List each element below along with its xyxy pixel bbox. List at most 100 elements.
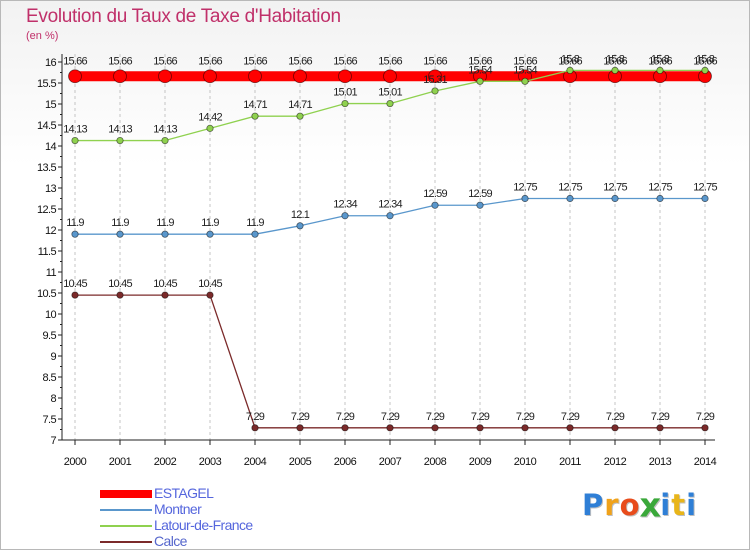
data-label-latour-de-france: 15.8 (696, 53, 715, 65)
legend-label: Latour-de-France (154, 517, 253, 533)
data-label-latour-de-france: 15.54 (513, 64, 537, 76)
data-label-montner: 11.9 (201, 217, 219, 229)
data-label-montner: 12.34 (378, 199, 402, 211)
data-label-estagel: 15.66 (468, 55, 492, 67)
data-point-estagel (428, 69, 442, 84)
y-tick-label: 11.5 (38, 246, 57, 258)
data-point-latour-de-france (566, 66, 574, 75)
data-label-latour-de-france: 14.42 (198, 111, 222, 123)
data-point-estagel (338, 69, 352, 84)
x-tick-label: 2011 (559, 456, 581, 468)
data-point-calce (251, 424, 259, 432)
data-point-latour-de-france (251, 112, 259, 120)
data-point-montner (116, 230, 124, 238)
data-label-estagel: 15.66 (513, 55, 537, 67)
data-label-estagel: 15.66 (423, 55, 447, 67)
x-tick-label: 2005 (289, 456, 312, 468)
y-tick-label: 12 (45, 225, 57, 237)
data-label-estagel: 15.66 (153, 55, 177, 67)
data-point-montner (296, 222, 304, 230)
data-point-calce (656, 424, 664, 432)
data-label-estagel: 15.66 (693, 55, 717, 67)
y-tick-label: 9.5 (43, 330, 57, 342)
data-point-calce (206, 291, 214, 299)
x-tick-label: 2006 (334, 456, 357, 468)
data-point-calce (296, 424, 304, 432)
data-point-latour-de-france (71, 136, 79, 145)
data-label-calce: 7.29 (336, 411, 355, 423)
data-label-estagel: 15.66 (558, 55, 582, 67)
data-label-latour-de-france: 15.31 (423, 74, 447, 86)
data-label-latour-de-france: 14.71 (288, 99, 312, 111)
data-label-estagel: 15.66 (198, 55, 222, 67)
data-label-latour-de-france: 15.54 (468, 64, 492, 76)
proxiti-logo: Proxiti (582, 485, 698, 524)
data-label-latour-de-france: 15.8 (606, 53, 625, 65)
data-label-latour-de-france: 15.01 (333, 87, 357, 99)
data-point-calce (71, 291, 79, 299)
data-label-estagel: 15.66 (378, 55, 402, 67)
data-point-montner (386, 212, 394, 220)
data-point-latour-de-france (341, 99, 349, 108)
data-label-montner: 11.9 (156, 217, 174, 229)
data-label-montner: 12.59 (468, 188, 492, 200)
data-label-calce: 10.45 (108, 278, 132, 290)
data-point-montner (341, 212, 349, 220)
data-label-estagel: 15.66 (333, 55, 357, 67)
chart-title: Evolution du Taux de Taxe d'Habitation (26, 6, 341, 27)
data-label-calce: 10.45 (63, 278, 87, 290)
data-point-calce (476, 424, 484, 432)
y-tick-label: 9 (50, 351, 56, 363)
data-point-calce (701, 424, 709, 432)
x-tick-label: 2004 (244, 456, 267, 468)
data-point-latour-de-france (116, 136, 124, 145)
data-label-montner: 12.34 (333, 199, 357, 211)
data-label-calce: 7.29 (561, 411, 580, 423)
data-label-estagel: 15.66 (108, 55, 132, 67)
data-point-estagel (68, 69, 82, 84)
data-point-calce (161, 291, 169, 299)
logo-letter: i (686, 488, 698, 522)
data-label-latour-de-france: 14.71 (243, 99, 267, 111)
y-tick-label: 8.5 (43, 372, 57, 384)
legend-swatch (100, 490, 152, 498)
y-tick-label: 16 (45, 57, 57, 69)
logo-letter: r (604, 488, 620, 522)
logo-letter: P (582, 488, 605, 522)
data-point-montner (521, 194, 529, 203)
legend-swatch (100, 525, 152, 527)
data-point-calce (611, 424, 619, 432)
y-tick-label: 14.5 (37, 120, 56, 132)
data-point-estagel (383, 69, 397, 84)
data-label-calce: 7.29 (246, 411, 265, 423)
data-point-latour-de-france (656, 66, 664, 75)
x-tick-label: 2007 (379, 456, 402, 468)
logo-letter: o (619, 488, 641, 522)
data-point-latour-de-france (701, 66, 709, 75)
x-tick-label: 2001 (109, 456, 132, 468)
data-point-montner (161, 230, 169, 238)
data-point-estagel (158, 69, 172, 84)
x-tick-label: 2003 (199, 456, 222, 468)
y-tick-label: 15 (45, 99, 57, 111)
y-tick-label: 8 (50, 393, 56, 405)
data-point-latour-de-france (476, 77, 484, 85)
data-point-montner (701, 194, 709, 203)
data-label-latour-de-france: 14.13 (108, 124, 132, 136)
data-point-estagel (248, 69, 262, 84)
legend-label: Calce (154, 533, 187, 549)
y-tick-label: 14 (45, 141, 57, 153)
data-label-latour-de-france: 14.13 (63, 124, 87, 136)
data-label-latour-de-france: 14.13 (153, 124, 177, 136)
x-tick-label: 2008 (424, 456, 447, 468)
data-point-latour-de-france (431, 87, 439, 95)
y-tick-label: 7 (50, 435, 56, 447)
data-label-latour-de-france: 15.01 (378, 87, 402, 99)
y-tick-label: 7.5 (43, 414, 57, 426)
data-point-calce (116, 291, 124, 299)
x-tick-label: 2013 (649, 456, 672, 468)
data-label-montner: 12.75 (558, 182, 582, 194)
chart-subtitle: (en %) (26, 30, 59, 42)
